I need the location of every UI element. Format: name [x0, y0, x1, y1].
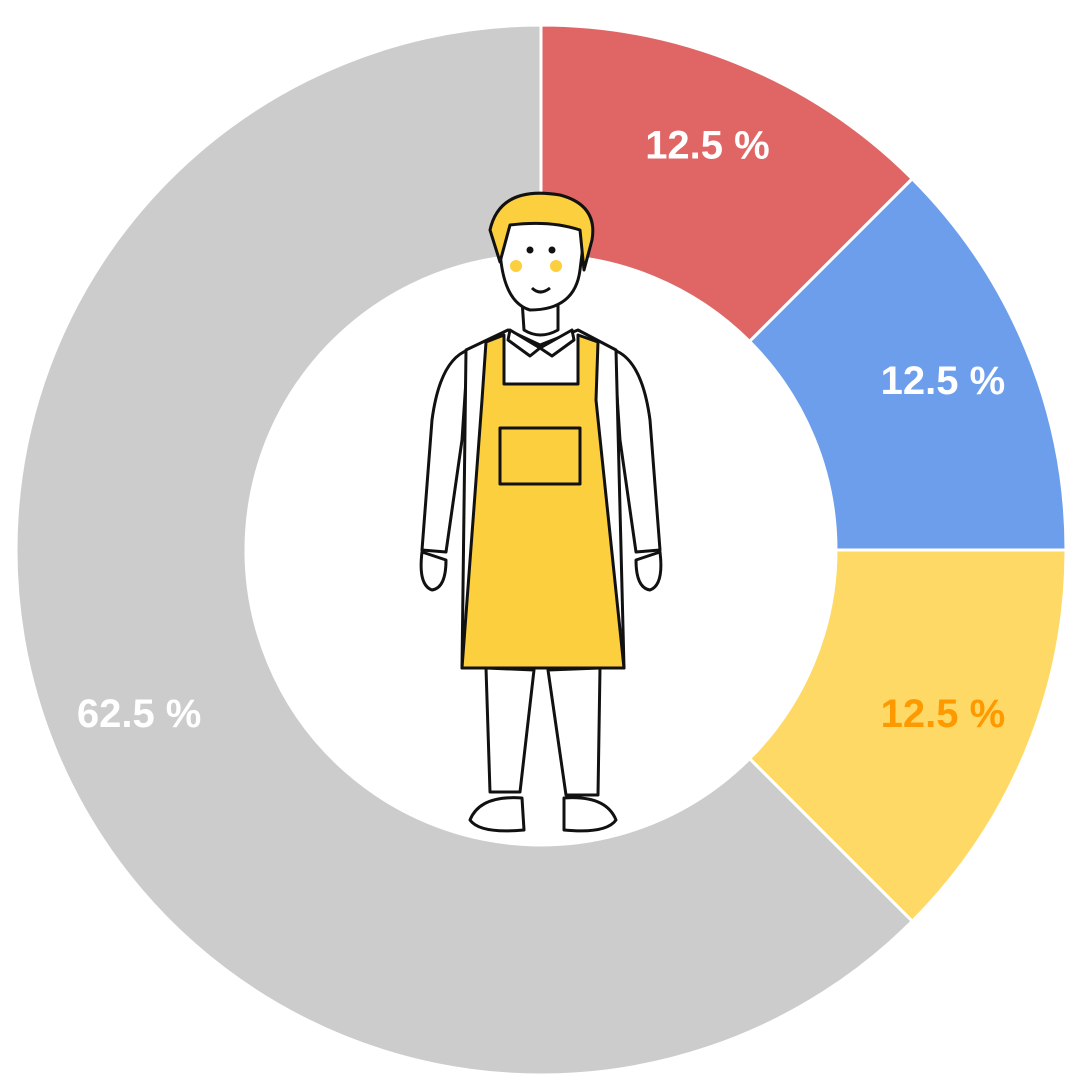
data-label: 62.5 %: [77, 692, 202, 736]
data-label: 12.5 %: [881, 359, 1006, 403]
illustration: [421, 193, 661, 831]
chart: 12.5 % 12.5 % 12.5 % 62.5 %: [0, 0, 1065, 1076]
data-label: 12.5 %: [645, 124, 770, 168]
data-label: 12.5 %: [881, 692, 1006, 736]
